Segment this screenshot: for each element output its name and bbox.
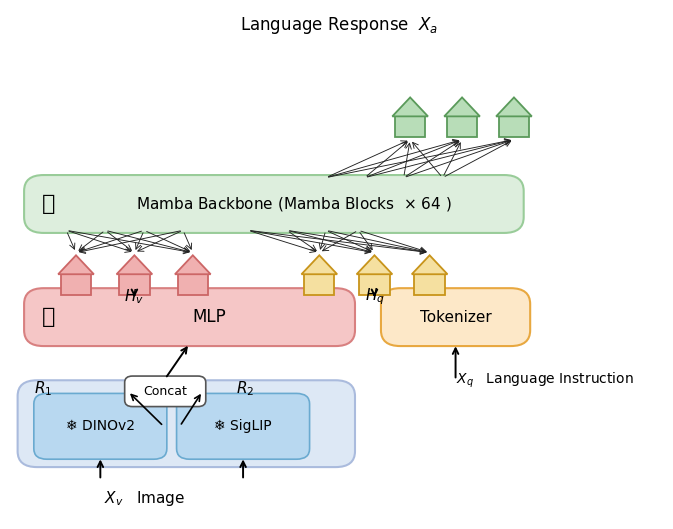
FancyBboxPatch shape xyxy=(34,394,167,459)
Text: 🔥: 🔥 xyxy=(42,307,55,327)
Text: $H_q$: $H_q$ xyxy=(365,287,384,307)
FancyBboxPatch shape xyxy=(304,274,334,295)
Text: Tokenizer: Tokenizer xyxy=(420,309,491,325)
Text: ❄ SigLIP: ❄ SigLIP xyxy=(214,419,272,433)
Text: $X_q$   Language Instruction: $X_q$ Language Instruction xyxy=(456,371,633,390)
Polygon shape xyxy=(496,97,532,116)
Text: MLP: MLP xyxy=(192,308,226,326)
Polygon shape xyxy=(357,256,392,274)
FancyBboxPatch shape xyxy=(447,116,477,137)
Text: $X_v$   Image: $X_v$ Image xyxy=(104,489,184,508)
Polygon shape xyxy=(392,97,428,116)
FancyBboxPatch shape xyxy=(176,394,310,459)
Polygon shape xyxy=(175,256,211,274)
Polygon shape xyxy=(412,256,448,274)
FancyBboxPatch shape xyxy=(119,274,149,295)
FancyBboxPatch shape xyxy=(359,274,390,295)
FancyBboxPatch shape xyxy=(499,116,529,137)
Polygon shape xyxy=(116,256,152,274)
FancyBboxPatch shape xyxy=(17,380,355,467)
FancyBboxPatch shape xyxy=(61,274,91,295)
Text: $H_v$: $H_v$ xyxy=(125,288,144,306)
FancyBboxPatch shape xyxy=(381,288,530,346)
Text: Concat: Concat xyxy=(143,385,187,398)
Text: ❄ DINOv2: ❄ DINOv2 xyxy=(66,419,135,433)
Text: Mamba Backbone (Mamba Blocks  $\times$ 64 ): Mamba Backbone (Mamba Blocks $\times$ 64… xyxy=(135,195,451,213)
Text: $R_1$: $R_1$ xyxy=(34,379,52,397)
FancyBboxPatch shape xyxy=(415,274,445,295)
FancyBboxPatch shape xyxy=(24,175,524,233)
FancyBboxPatch shape xyxy=(125,376,206,407)
Polygon shape xyxy=(444,97,480,116)
FancyBboxPatch shape xyxy=(24,288,355,346)
Polygon shape xyxy=(58,256,94,274)
FancyBboxPatch shape xyxy=(395,116,425,137)
Text: 🔥: 🔥 xyxy=(42,194,55,214)
Polygon shape xyxy=(302,256,337,274)
FancyBboxPatch shape xyxy=(178,274,208,295)
Text: $R_2$: $R_2$ xyxy=(236,379,254,397)
Text: Language Response  $X_a$: Language Response $X_a$ xyxy=(240,15,438,35)
